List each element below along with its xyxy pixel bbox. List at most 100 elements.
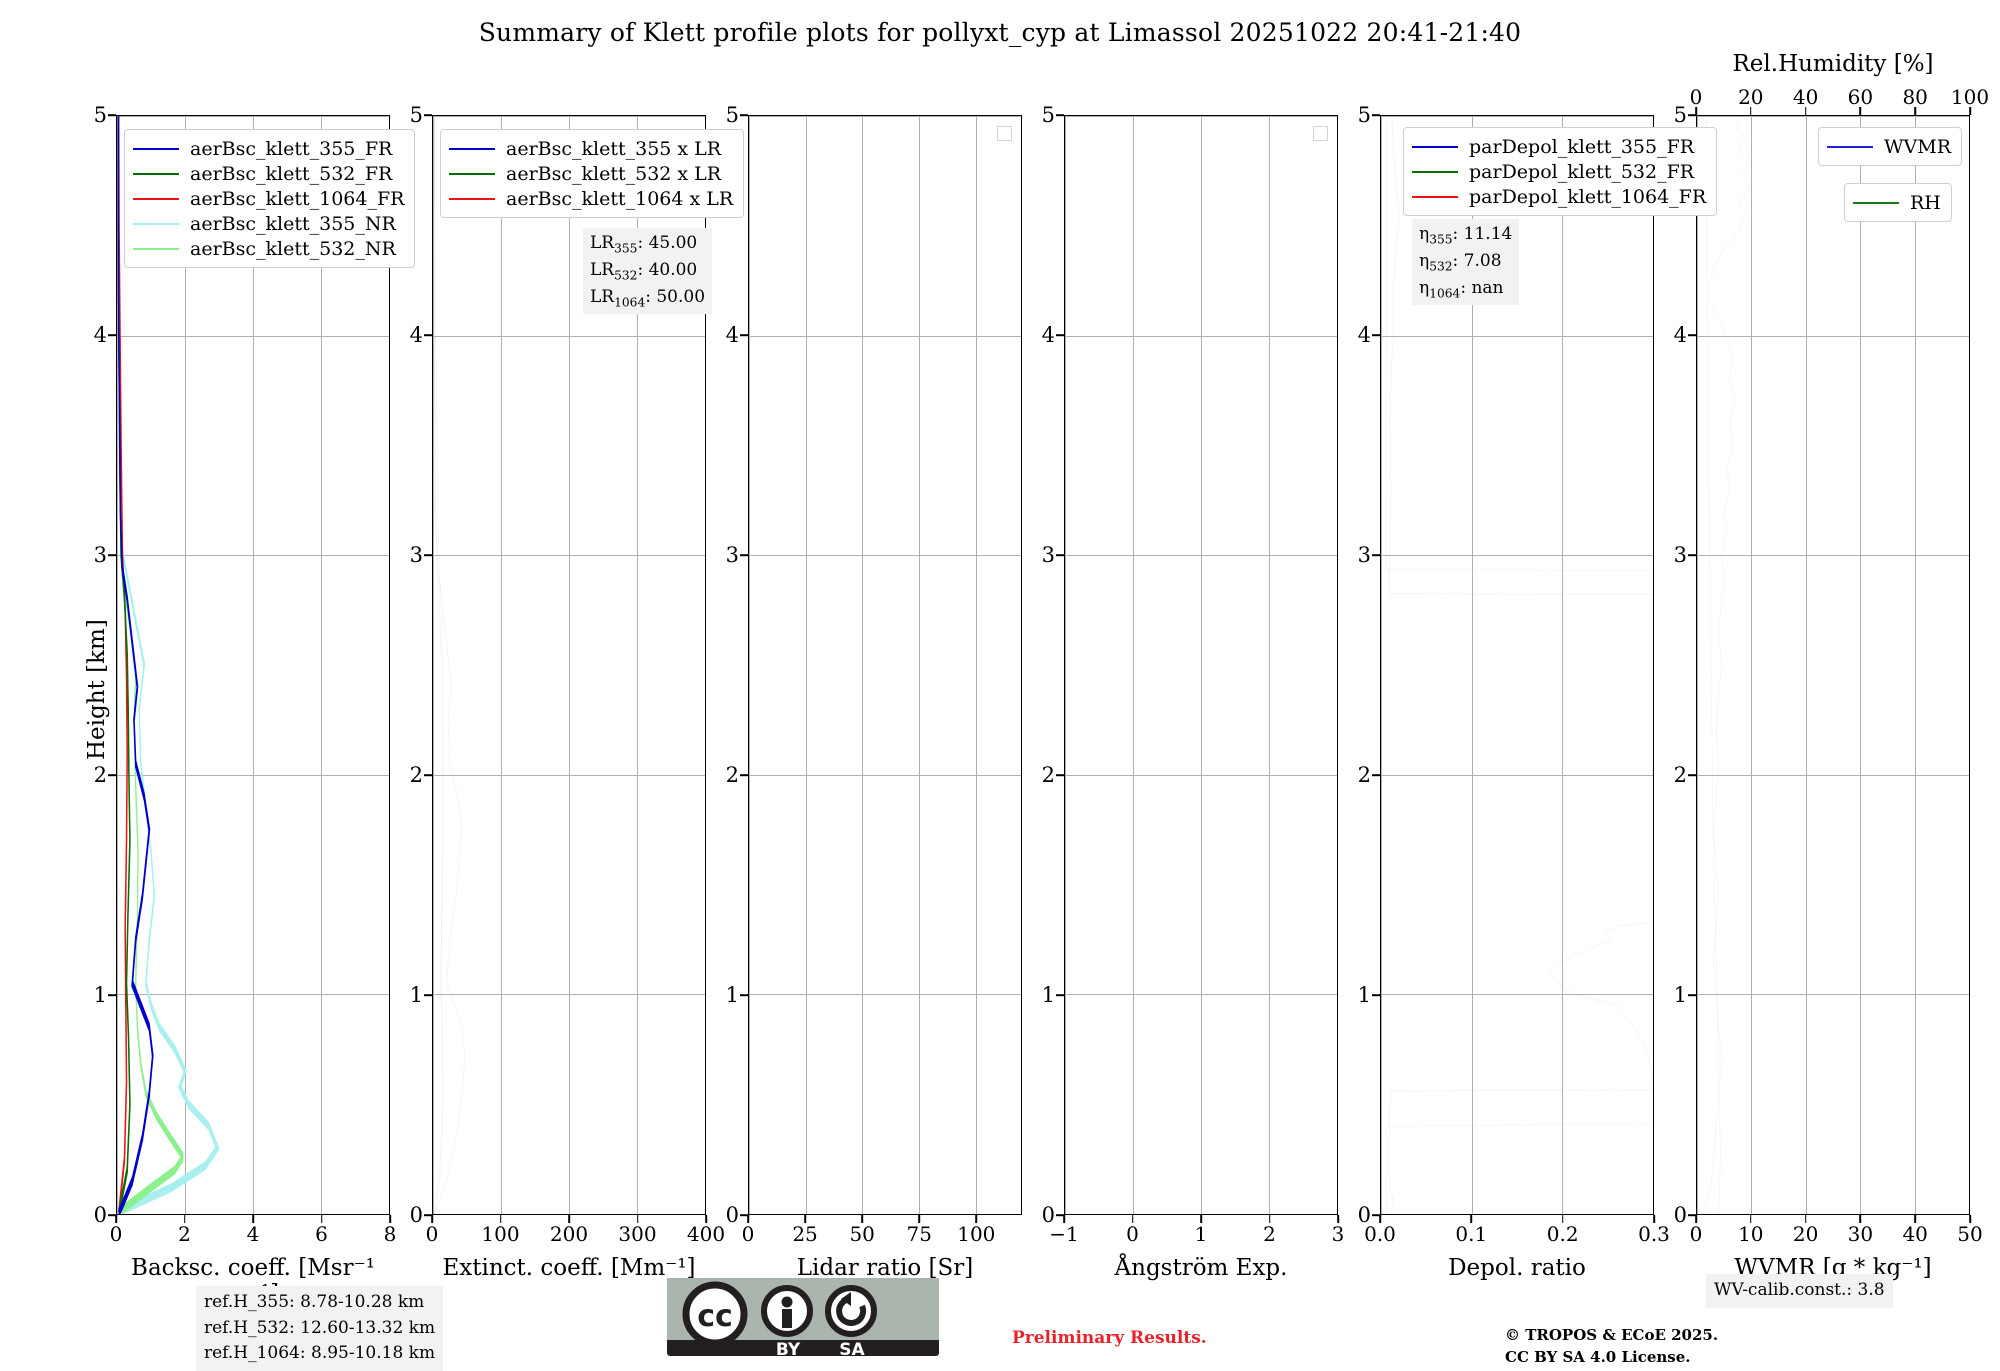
- legend-item: RH: [1853, 190, 1941, 215]
- ytick-3: 3: [725, 543, 739, 567]
- legend-extinction: aerBsc_klett_355 x LR aerBsc_klett_532 x…: [440, 129, 745, 218]
- top-axis-label-rh: Rel.Humidity [%]: [1732, 51, 1934, 77]
- legend-label: aerBsc_klett_532 x LR: [506, 162, 722, 185]
- panel-extinction: 0 1 2 3 4 5 0 100 200 300 400 Extinct. c…: [410, 103, 745, 1281]
- ytick-5: 5: [1673, 103, 1687, 127]
- legend-item: aerBsc_klett_355_NR: [133, 211, 404, 236]
- xtick-p5-2: 0.2: [1546, 1222, 1579, 1246]
- y-axis-label: Height [km]: [84, 619, 110, 760]
- legend-item: aerBsc_klett_355 x LR: [449, 136, 733, 161]
- curve-rh: [1697, 116, 1969, 1214]
- legend-label: aerBsc_klett_1064 x LR: [506, 187, 734, 210]
- legend-swatch-1064fr: [133, 197, 179, 200]
- plot-area-wvmr-rh: [1696, 115, 1970, 1215]
- ytick-5: 5: [1041, 103, 1055, 127]
- reference-heights-note: ref.H_355: 8.78-10.28 km ref.H_532: 12.6…: [196, 1286, 444, 1371]
- xtick-p1-4: 8: [383, 1222, 397, 1246]
- eta-1064: η1064: nan: [1419, 277, 1504, 300]
- copyright-note: © TROPOS & ECoE 2025. CC BY SA 4.0 Licen…: [1505, 1326, 1719, 1366]
- ytick-1: 1: [93, 983, 107, 1007]
- ytick-3: 3: [1041, 543, 1055, 567]
- legend-swatch-depol532: [1412, 170, 1458, 173]
- xtick-p1-0: 0: [109, 1222, 123, 1246]
- curve-wvmr: [1697, 116, 1969, 1214]
- legend-placeholder-lidar-ratio: [997, 126, 1012, 141]
- ytick-3: 3: [93, 543, 107, 567]
- plot-area-backscatter: [116, 115, 390, 1215]
- xtick-p5-3: 0.3: [1638, 1222, 1670, 1246]
- x-axis-label-depolarization: Depol. ratio: [1448, 1255, 1586, 1281]
- legend-swatch-rh: [1853, 201, 1899, 204]
- legend-placeholder-angstrom: [1313, 126, 1328, 141]
- legend-swatch-wvmr: [1827, 145, 1873, 148]
- legend-label: aerBsc_klett_1064_FR: [190, 187, 405, 210]
- plot-area-angstrom: [1064, 115, 1338, 1215]
- ytick-4: 4: [409, 323, 423, 347]
- toptick-p6-4: 80: [1902, 85, 1928, 109]
- legend-swatch-355nr: [133, 222, 179, 225]
- legend-swatch-532: [449, 172, 495, 175]
- lr-355: LR355: 45.00: [590, 233, 698, 256]
- ytick-1: 1: [1673, 983, 1687, 1007]
- legend-label: parDepol_klett_355_FR: [1469, 135, 1695, 158]
- xtick-p1-3: 6: [315, 1222, 328, 1246]
- ytick-2: 2: [1673, 763, 1687, 787]
- svg-text:cc: cc: [697, 1299, 733, 1334]
- legend-item: parDepol_klett_532_FR: [1412, 159, 1706, 184]
- xtick-p6-5: 50: [1957, 1222, 1983, 1246]
- ytick-0: 0: [1041, 1203, 1055, 1227]
- cc-by-label: BY: [775, 1340, 801, 1360]
- xtick-p4-2: 1: [1194, 1222, 1208, 1246]
- legend-swatch-355fr: [133, 147, 179, 150]
- cc-by-sa-badge: cc BY SA: [667, 1278, 939, 1360]
- eta-355: η355: 11.14: [1419, 224, 1513, 247]
- xtick-p6-3: 30: [1847, 1222, 1874, 1246]
- xtick-p2-0: 0: [425, 1222, 439, 1246]
- ytick-5: 5: [409, 103, 423, 127]
- legend-label: aerBsc_klett_355_FR: [190, 137, 393, 160]
- ytick-1: 1: [725, 983, 739, 1007]
- toptick-p6-0: 0: [1689, 85, 1703, 109]
- ytick-0: 0: [93, 1203, 107, 1227]
- xtick-p6-1: 10: [1738, 1222, 1764, 1246]
- ytick-2: 2: [725, 763, 739, 787]
- toptick-p6-3: 60: [1847, 85, 1874, 109]
- legend-label: aerBsc_klett_355_NR: [190, 212, 396, 235]
- legend-label: aerBsc_klett_355 x LR: [506, 137, 722, 160]
- ytick-0: 0: [409, 1203, 423, 1227]
- cc-sa-label: SA: [839, 1340, 865, 1360]
- xtick-p3-2: 50: [849, 1222, 875, 1246]
- ytick-5: 5: [93, 103, 107, 127]
- ytick-4: 4: [1673, 323, 1687, 347]
- legend-item: aerBsc_klett_532_FR: [133, 161, 404, 186]
- ytick-4: 4: [725, 323, 739, 347]
- ytick-4: 4: [93, 323, 107, 347]
- x-axis-label-angstrom: Ångström Exp.: [1114, 1255, 1288, 1281]
- legend-label: parDepol_klett_1064_FR: [1469, 185, 1707, 208]
- page-title: Summary of Klett profile plots for polly…: [478, 18, 1522, 47]
- legend-wvmr: WVMR: [1818, 127, 1963, 166]
- panel-angstrom: 0 1 2 3 4 5 −1 0 1 2 3 Ångström Exp.: [1042, 103, 1345, 1281]
- legend-item: parDepol_klett_355_FR: [1412, 134, 1706, 159]
- lr-532: LR532: 40.00: [590, 259, 698, 283]
- xtick-p3-3: 75: [906, 1222, 932, 1246]
- toptick-p6-2: 40: [1792, 85, 1819, 109]
- panel-depolarization: 0 1 2 3 4 5 0.0 0.1 0.2 0.3 Depol. ratio…: [1358, 103, 1718, 1281]
- x-axis-label-lidar-ratio: Lidar ratio [Sr]: [796, 1255, 974, 1281]
- ytick-2: 2: [409, 763, 423, 787]
- legend-label: WVMR: [1884, 135, 1952, 158]
- xtick-p6-4: 40: [1902, 1222, 1928, 1246]
- ytick-0: 0: [1673, 1203, 1687, 1227]
- xtick-p2-3: 300: [618, 1222, 657, 1246]
- legend-item: WVMR: [1827, 134, 1951, 159]
- preliminary-results-note: Preliminary Results.: [1012, 1328, 1207, 1348]
- legend-item: aerBsc_klett_355_FR: [133, 136, 404, 161]
- ytick-0: 0: [725, 1203, 739, 1227]
- panel-wvmr-rh: 0 1 2 3 4 5 0 10 20 30 40 50 WVMR [g * k…: [1674, 51, 1989, 1281]
- panel-backscatter: 0 1 2 3 4 5 0 2 4 6 8 Backsc. coeff. [Ms…: [94, 103, 416, 1307]
- xtick-p5-0: 0.0: [1364, 1222, 1396, 1246]
- x-axis-label-extinction: Extinct. coeff. [Mm⁻¹]: [442, 1255, 696, 1281]
- ytick-1: 1: [409, 983, 423, 1007]
- curves-backscatter: [117, 116, 220, 1214]
- xtick-p4-4: 3: [1331, 1222, 1345, 1246]
